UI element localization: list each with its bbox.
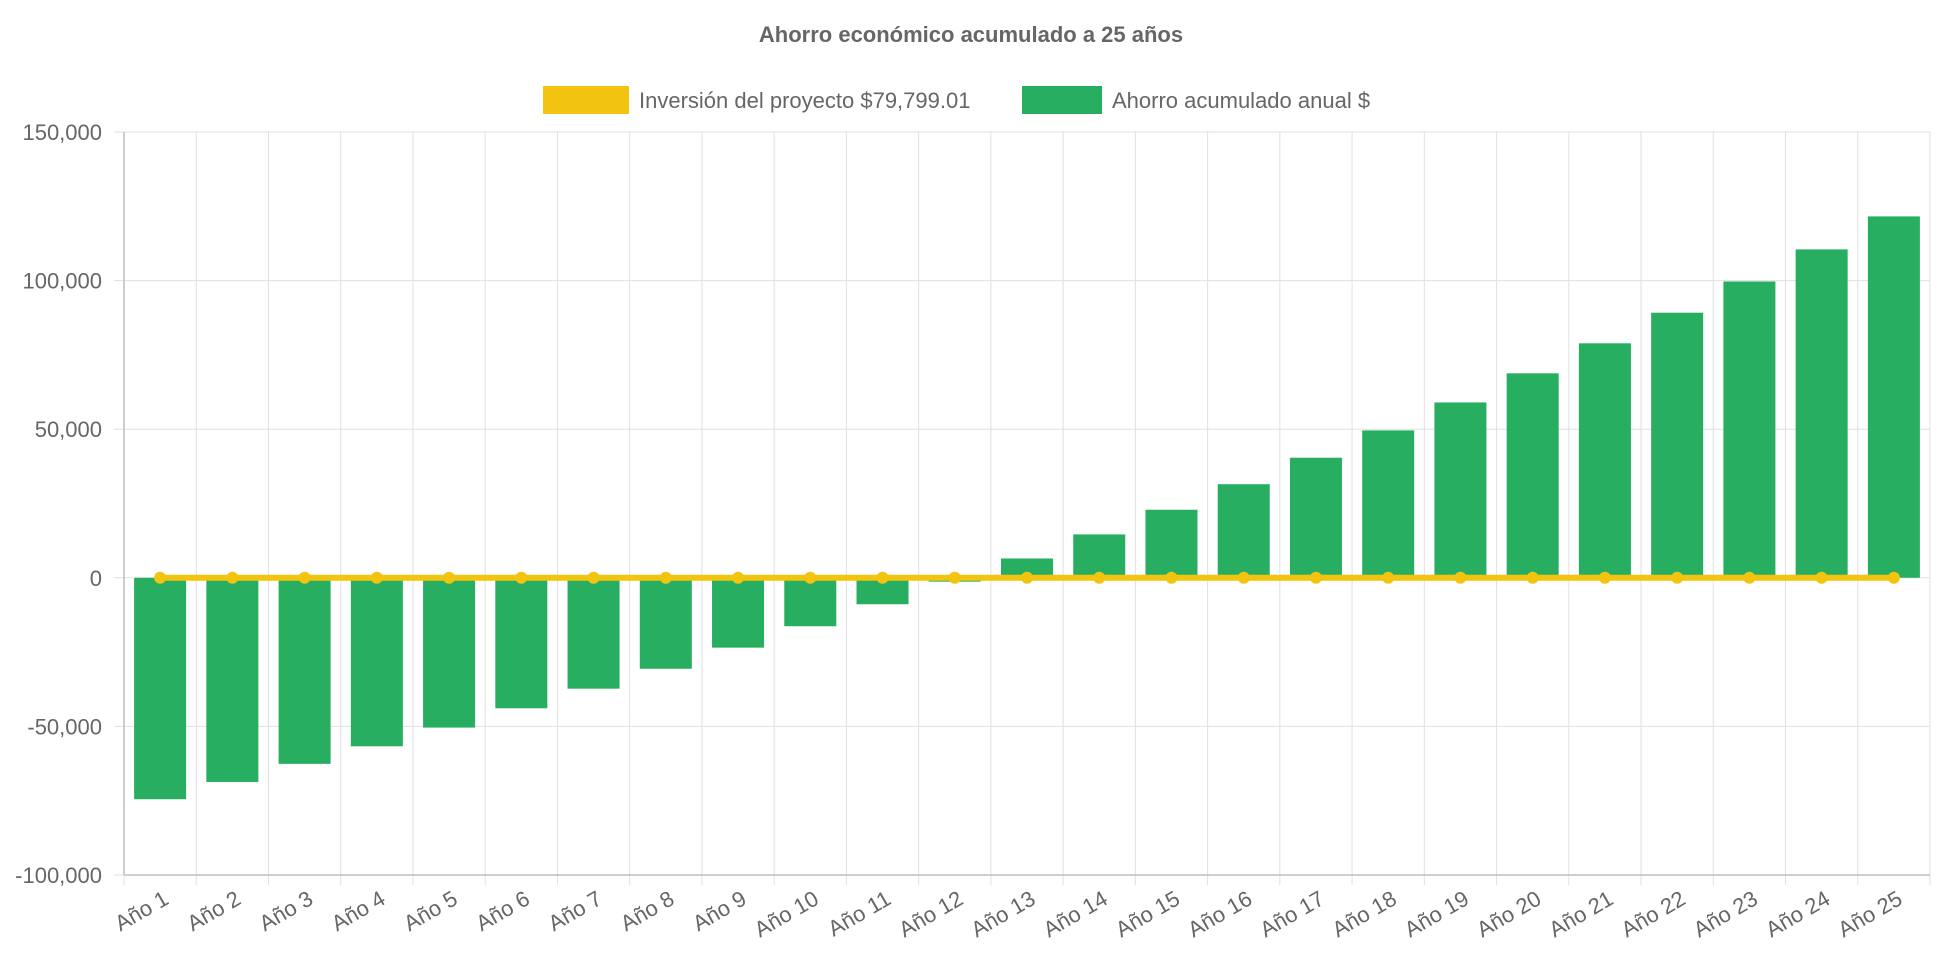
line-point xyxy=(1382,571,1395,584)
x-tick-label: Año 2 xyxy=(183,886,245,936)
bar xyxy=(1723,281,1776,578)
y-axis-ticks: -100,000 -50,000 0 50,000 100,000 150,000 xyxy=(15,120,102,888)
bar xyxy=(1795,249,1848,578)
line-point xyxy=(1021,571,1033,584)
line-point xyxy=(154,571,167,584)
x-tick-label: Año 4 xyxy=(327,886,389,936)
x-tick-label: Año 11 xyxy=(824,886,895,942)
bar xyxy=(350,577,403,747)
line-point xyxy=(732,571,745,584)
y-tick-label: -100,000 xyxy=(15,863,102,888)
bar xyxy=(1434,402,1487,578)
line-point xyxy=(948,571,961,584)
legend-swatch xyxy=(1022,86,1102,114)
legend: Inversión del proyecto $79,799.01 Ahorro … xyxy=(543,86,1370,114)
x-tick-label: Año 24 xyxy=(1761,886,1834,943)
line-point xyxy=(876,571,889,584)
bar xyxy=(206,577,259,782)
y-tick-label: 0 xyxy=(90,566,102,591)
bar xyxy=(495,577,548,709)
x-tick-label: Año 7 xyxy=(544,886,606,936)
x-tick-label: Año 5 xyxy=(399,886,461,936)
x-tick-label: Año 22 xyxy=(1617,886,1690,943)
bar xyxy=(1651,312,1704,578)
line-point xyxy=(443,571,456,584)
y-tick-label: 50,000 xyxy=(35,417,102,442)
x-tick-label: Año 8 xyxy=(616,886,678,936)
line-point xyxy=(1743,571,1756,584)
bar xyxy=(1145,509,1198,578)
line-point xyxy=(226,571,239,584)
line-point xyxy=(1093,571,1106,584)
x-tick-label: Año 9 xyxy=(688,886,750,936)
bar xyxy=(1362,430,1415,578)
x-tick-label: Año 25 xyxy=(1833,886,1906,943)
legend-swatch xyxy=(543,86,629,114)
line-point xyxy=(298,571,311,584)
bar xyxy=(278,577,331,764)
x-tick-label: Año 17 xyxy=(1256,886,1329,943)
line-point xyxy=(804,571,817,584)
bar xyxy=(1000,558,1054,578)
bar xyxy=(1217,484,1270,578)
y-tick-label: -50,000 xyxy=(27,714,102,739)
x-tick-label: Año 13 xyxy=(967,886,1040,943)
bar xyxy=(134,577,187,800)
bar xyxy=(1289,457,1342,578)
bar xyxy=(1506,373,1559,578)
grid xyxy=(114,131,1931,885)
x-tick-label: Año 16 xyxy=(1183,886,1256,943)
line-point xyxy=(1671,571,1684,584)
x-tick-label: Año 19 xyxy=(1400,886,1473,943)
bar xyxy=(567,577,620,689)
legend-label[interactable]: Inversión del proyecto $79,799.01 xyxy=(639,88,970,113)
x-tick-label: Año 10 xyxy=(750,886,823,943)
bar xyxy=(784,577,837,627)
axes xyxy=(123,132,1930,876)
y-tick-label: 150,000 xyxy=(22,120,102,145)
x-tick-label: Año 14 xyxy=(1039,886,1112,943)
x-tick-label: Año 3 xyxy=(255,886,317,936)
x-axis-ticks: Año 1 Año 2 Año 3 Año 4 Año 5 Año 6 Año 7 Año 8… xyxy=(110,886,1906,943)
x-tick-label: Año 1 xyxy=(110,886,172,936)
line-point xyxy=(370,571,383,584)
x-tick-label: Año 21 xyxy=(1545,886,1618,943)
bar xyxy=(1867,216,1920,578)
x-tick-label: Año 18 xyxy=(1328,886,1401,943)
line-point xyxy=(587,571,600,584)
line-point xyxy=(1165,571,1178,584)
bar xyxy=(423,577,476,728)
bar xyxy=(1578,343,1631,578)
bar xyxy=(1073,534,1126,578)
x-tick-label: Año 20 xyxy=(1472,886,1545,943)
bars xyxy=(134,216,1920,800)
bar xyxy=(639,577,692,669)
line-point xyxy=(659,571,672,584)
x-tick-label: Año 12 xyxy=(894,886,967,943)
line-point xyxy=(1237,571,1250,584)
x-tick-label: Año 23 xyxy=(1689,886,1762,943)
line-series xyxy=(154,571,1900,584)
x-tick-label: Año 15 xyxy=(1111,886,1184,943)
line-point xyxy=(1815,571,1828,584)
line-point xyxy=(515,571,528,584)
y-tick-label: 100,000 xyxy=(22,269,102,294)
line-point xyxy=(1598,571,1611,584)
x-tick-label: Año 6 xyxy=(472,886,534,936)
bar xyxy=(712,577,765,648)
chart-title: Ahorro económico acumulado a 25 años xyxy=(759,22,1183,47)
line-point xyxy=(1454,571,1467,584)
line-point xyxy=(1309,571,1322,584)
line-point xyxy=(1526,571,1539,584)
legend-label[interactable]: Ahorro acumulado anual $ xyxy=(1112,88,1370,113)
line-point xyxy=(1887,571,1900,584)
